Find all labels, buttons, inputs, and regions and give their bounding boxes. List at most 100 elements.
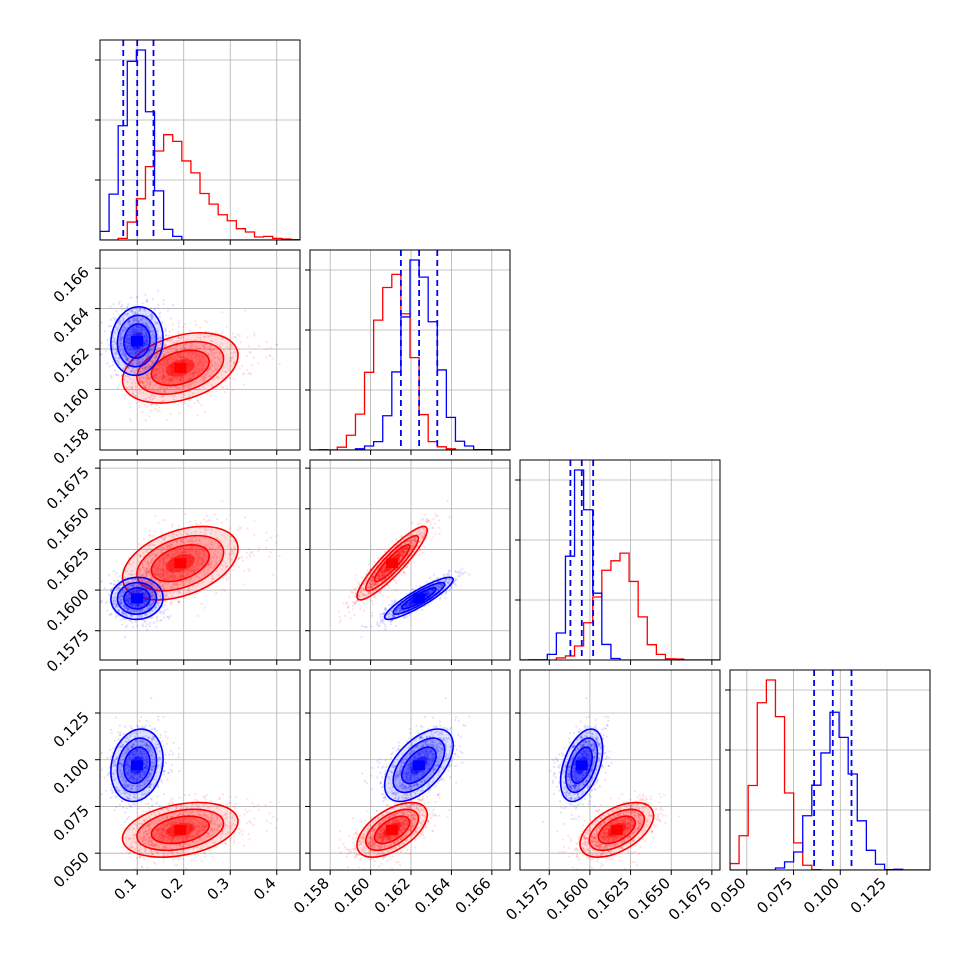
scatter-point bbox=[191, 391, 194, 395]
scatter-point bbox=[146, 623, 150, 626]
scatter-point bbox=[113, 579, 116, 582]
scatter-point bbox=[252, 356, 255, 359]
scatter-point bbox=[115, 350, 118, 353]
scatter-point bbox=[199, 333, 202, 336]
scatter-point bbox=[148, 396, 152, 399]
scatter-point bbox=[196, 399, 199, 402]
scatter-point bbox=[162, 370, 165, 373]
scatter-point bbox=[190, 357, 193, 361]
scatter-point bbox=[164, 386, 167, 390]
scatter-point bbox=[194, 369, 197, 372]
scatter-point bbox=[152, 371, 155, 374]
scatter-point bbox=[126, 334, 129, 337]
scatter-point bbox=[138, 405, 141, 409]
scatter-point bbox=[130, 386, 133, 389]
scatter-point bbox=[220, 357, 223, 360]
scatter-point bbox=[125, 357, 129, 360]
scatter-point bbox=[130, 331, 133, 334]
scatter-point bbox=[147, 377, 150, 380]
scatter-point bbox=[131, 369, 135, 372]
scatter-point bbox=[198, 401, 201, 404]
scatter-point bbox=[174, 359, 177, 362]
scatter-point bbox=[157, 352, 160, 355]
scatter-point bbox=[168, 330, 171, 333]
scatter-point bbox=[152, 394, 156, 397]
scatter-point bbox=[164, 343, 167, 346]
scatter-point bbox=[163, 390, 166, 393]
scatter-point bbox=[111, 346, 114, 349]
scatter-point bbox=[242, 373, 245, 376]
scatter-point bbox=[129, 330, 132, 334]
scatter-point bbox=[210, 384, 213, 387]
scatter-point bbox=[166, 360, 169, 363]
scatter-point bbox=[148, 394, 151, 398]
scatter-point bbox=[268, 555, 271, 558]
scatter-point bbox=[230, 359, 233, 363]
scatter-point bbox=[146, 353, 149, 356]
scatter-point bbox=[196, 414, 199, 417]
scatter-point bbox=[142, 321, 145, 325]
scatter-point bbox=[192, 375, 195, 378]
scatter-point bbox=[150, 317, 153, 320]
scatter-point bbox=[226, 346, 229, 349]
histogram-0 bbox=[100, 134, 300, 240]
scatter-point bbox=[127, 342, 130, 345]
scatter-point bbox=[208, 365, 212, 369]
scatter-point bbox=[139, 392, 142, 395]
scatter-point bbox=[278, 362, 281, 366]
scatter-point bbox=[147, 374, 150, 377]
scatter-point bbox=[229, 347, 232, 350]
scatter-point bbox=[140, 379, 143, 382]
scatter-point bbox=[134, 384, 137, 387]
scatter-point bbox=[140, 366, 143, 369]
scatter-point bbox=[221, 577, 224, 580]
scatter-point bbox=[139, 325, 142, 328]
scatter-point bbox=[128, 375, 131, 378]
panel-background bbox=[100, 250, 300, 450]
scatter-point bbox=[200, 377, 204, 380]
scatter-point bbox=[118, 363, 121, 366]
scatter-point bbox=[177, 355, 180, 359]
panel-background bbox=[100, 40, 300, 240]
scatter-point bbox=[230, 345, 233, 348]
scatter-point bbox=[126, 334, 129, 337]
scatter-point bbox=[199, 358, 202, 361]
scatter-point bbox=[129, 406, 132, 409]
scatter-point bbox=[132, 378, 135, 382]
scatter-point bbox=[128, 335, 132, 339]
scatter-point bbox=[162, 362, 165, 366]
scatter-point bbox=[224, 370, 227, 374]
scatter-point bbox=[275, 541, 278, 544]
scatter-point bbox=[134, 381, 137, 385]
y-tick-label: 0.166 bbox=[50, 263, 93, 306]
scatter-point bbox=[134, 620, 137, 623]
scatter-point bbox=[141, 357, 144, 361]
scatter-point bbox=[204, 342, 207, 346]
scatter-point bbox=[148, 385, 151, 388]
scatter-point bbox=[146, 335, 149, 338]
scatter-point bbox=[154, 368, 157, 371]
scatter-point bbox=[178, 412, 181, 415]
scatter-point bbox=[120, 305, 123, 308]
scatter-point bbox=[230, 351, 233, 355]
scatter-point bbox=[140, 347, 143, 351]
scatter-point bbox=[226, 364, 229, 367]
scatter-point bbox=[177, 393, 180, 396]
scatter-point bbox=[129, 420, 133, 423]
scatter-point bbox=[188, 377, 191, 380]
scatter-point bbox=[140, 360, 144, 363]
scatter-point bbox=[146, 405, 149, 408]
scatter-point bbox=[228, 376, 231, 379]
scatter-point bbox=[187, 404, 190, 407]
scatter-point bbox=[144, 321, 148, 324]
scatter-point bbox=[124, 344, 127, 347]
scatter-point bbox=[249, 551, 253, 554]
scatter-point bbox=[194, 345, 197, 348]
scatter-point bbox=[180, 346, 183, 349]
scatter-point bbox=[130, 352, 133, 355]
scatter-point bbox=[147, 364, 151, 367]
scatter-point bbox=[173, 355, 177, 358]
scatter-point bbox=[276, 343, 279, 346]
scatter-point bbox=[148, 624, 152, 628]
scatter-point bbox=[158, 347, 162, 350]
